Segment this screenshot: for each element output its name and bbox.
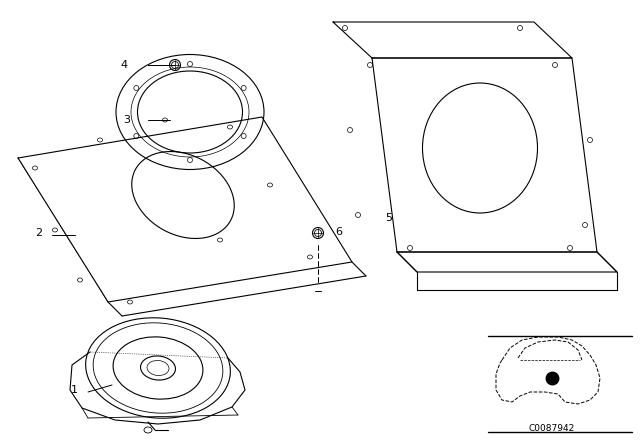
Text: 4: 4 — [121, 60, 128, 70]
Text: 1: 1 — [71, 385, 78, 395]
Text: 6: 6 — [335, 227, 342, 237]
Text: 5: 5 — [385, 213, 392, 223]
Text: 3: 3 — [123, 115, 130, 125]
Text: 2: 2 — [35, 228, 42, 238]
Text: C0087942: C0087942 — [529, 423, 575, 432]
